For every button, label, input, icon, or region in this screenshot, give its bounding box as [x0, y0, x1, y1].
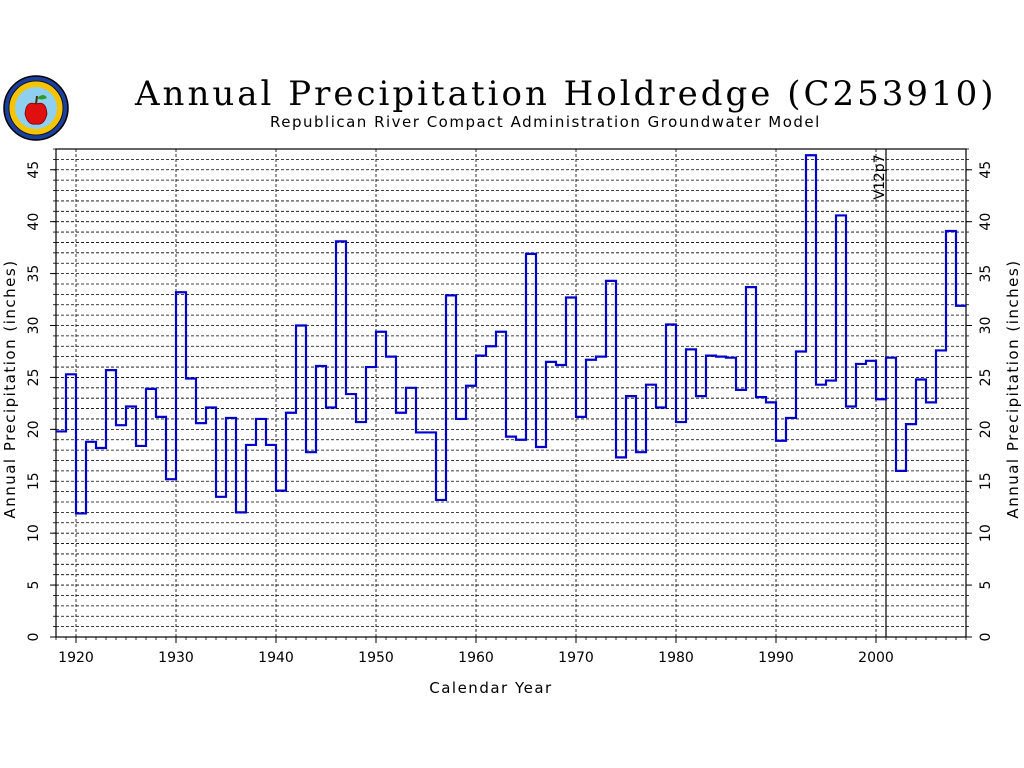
y-tick-label-right: 5 — [978, 581, 994, 590]
y-tick-label-right: 35 — [978, 265, 994, 283]
y-tick-label-left: 20 — [26, 420, 42, 438]
x-tick-label: 1930 — [158, 650, 194, 666]
y-axis-label-right: Annual Precipitation (inches) — [1004, 259, 1022, 518]
y-tick-label-right: 20 — [978, 420, 994, 438]
annotation-label: V12p7 — [872, 154, 888, 199]
y-tick-label-right: 25 — [978, 369, 994, 387]
precipitation-series — [56, 154, 966, 515]
y-tick-label-left: 40 — [26, 213, 42, 231]
y-tick-label-right: 0 — [978, 633, 994, 642]
y-tick-label-left: 30 — [26, 317, 42, 335]
chart-subtitle: Republican River Compact Administration … — [270, 113, 821, 131]
y-tick-label-right: 45 — [978, 161, 994, 179]
y-tick-label-right: 40 — [978, 213, 994, 231]
y-tick-label-right: 10 — [978, 524, 994, 542]
y-tick-label-right: 15 — [978, 472, 994, 490]
x-tick-label: 1940 — [258, 650, 294, 666]
x-tick-label: 1980 — [658, 650, 694, 666]
y-tick-label-left: 45 — [26, 161, 42, 179]
x-tick-label: 1920 — [58, 650, 94, 666]
y-tick-label-left: 0 — [26, 633, 42, 642]
y-tick-label-left: 5 — [26, 581, 42, 590]
y-tick-label-left: 15 — [26, 472, 42, 490]
x-tick-label: 1970 — [558, 650, 594, 666]
y-axis-label-left: Annual Precipitation (inches) — [1, 259, 19, 518]
y-tick-label-left: 10 — [26, 524, 42, 542]
x-tick-label: 1960 — [458, 650, 494, 666]
plot-frame — [55, 148, 967, 638]
y-tick-label-right: 30 — [978, 317, 994, 335]
x-tick-label: 2000 — [858, 650, 894, 666]
chart-title: Annual Precipitation Holdredge (C253910) — [135, 74, 997, 114]
x-tick-label: 1990 — [758, 650, 794, 666]
y-tick-label-left: 35 — [26, 265, 42, 283]
y-tick-label-left: 25 — [26, 369, 42, 387]
apple-seal-icon — [3, 75, 69, 141]
x-axis-label: Calendar Year — [429, 679, 552, 697]
x-tick-label: 1950 — [358, 650, 394, 666]
